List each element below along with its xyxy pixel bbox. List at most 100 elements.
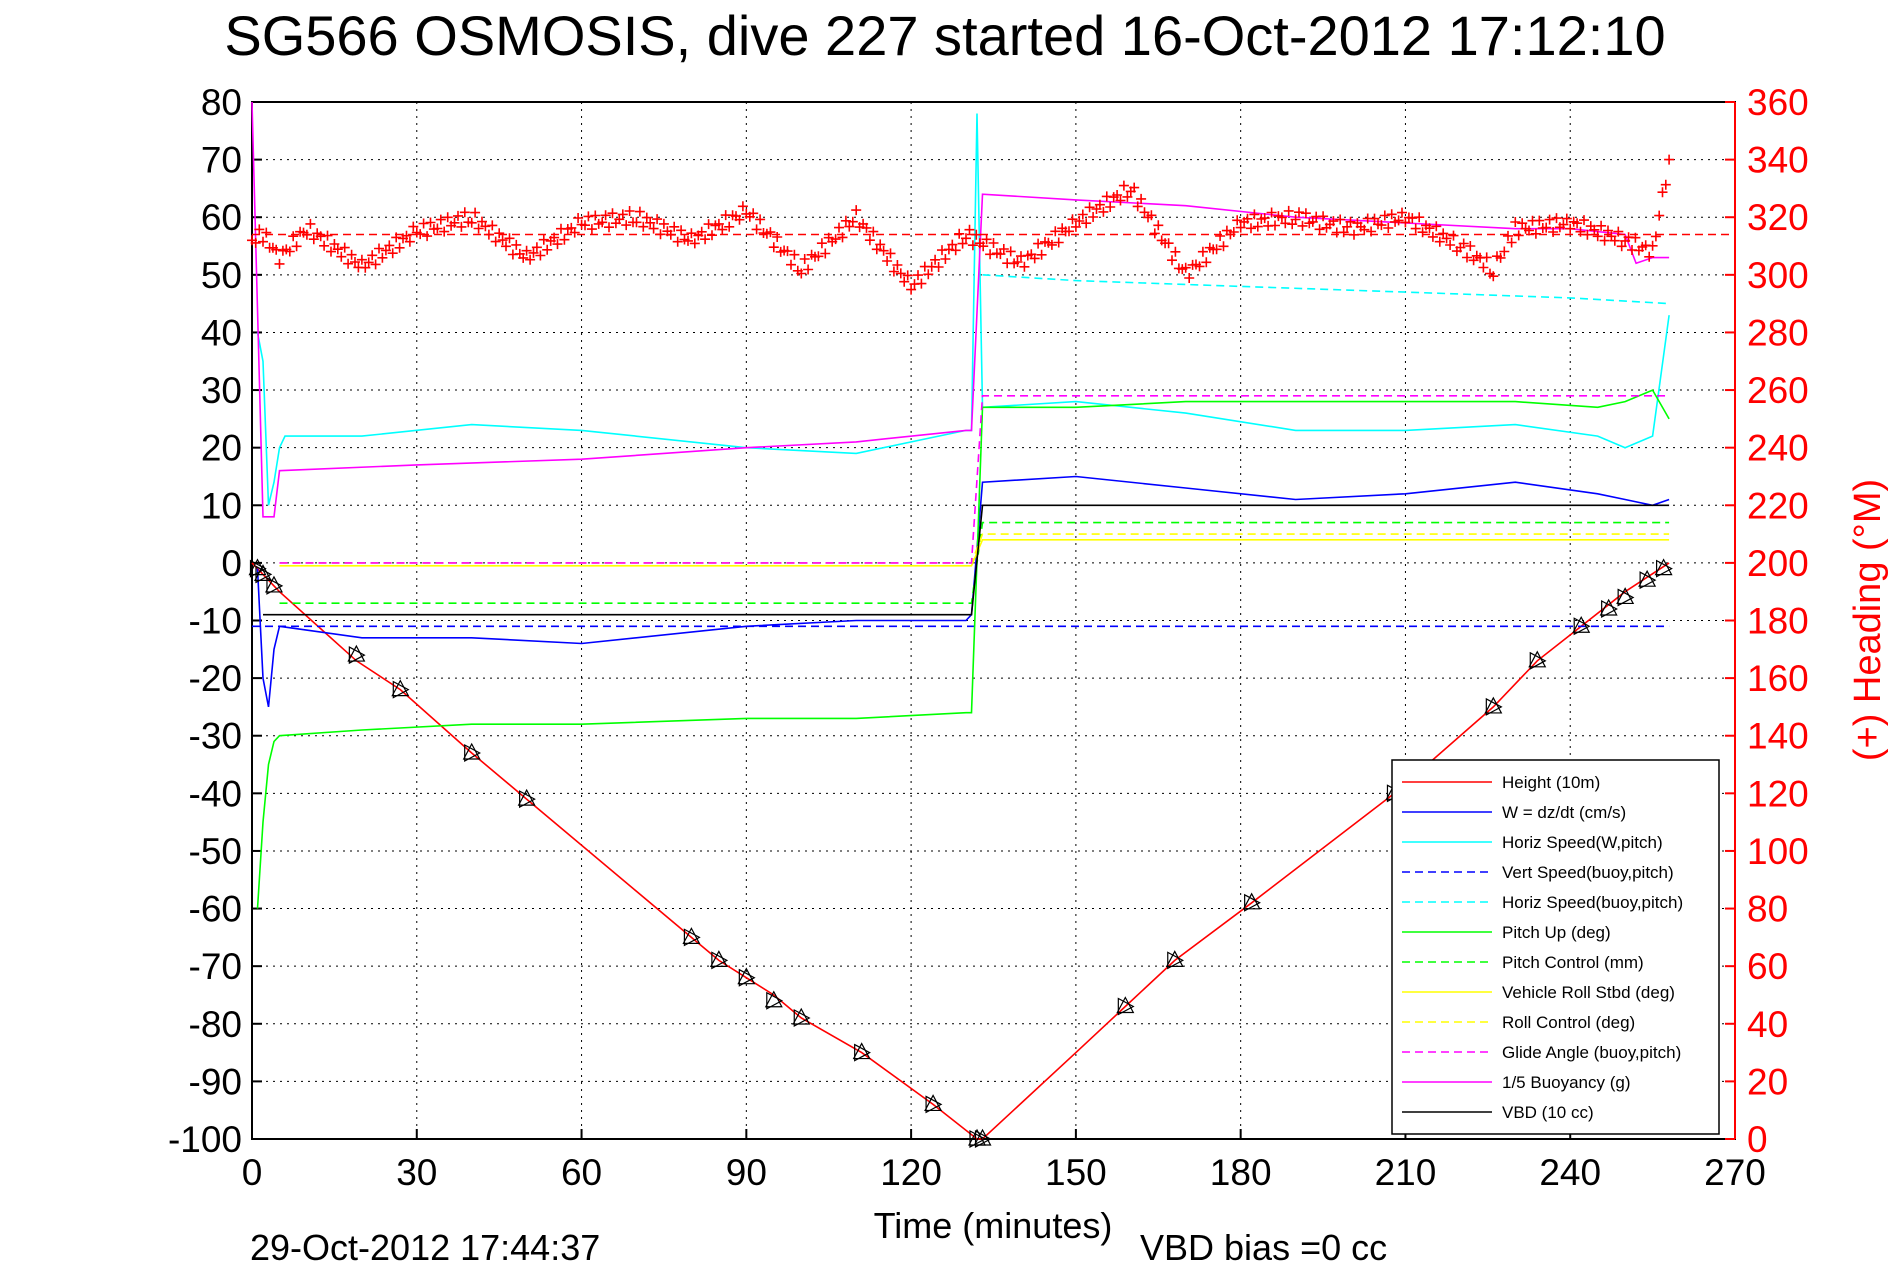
heading-point	[981, 234, 992, 245]
legend-label: Horiz Speed(buoy,pitch)	[1502, 893, 1683, 912]
heading-point	[549, 232, 560, 243]
heading-point	[271, 244, 282, 255]
heading-point	[456, 221, 467, 232]
heading-point	[1478, 262, 1489, 273]
heading-point	[1283, 205, 1294, 216]
heading-point	[439, 226, 450, 237]
heading-point	[1513, 230, 1524, 241]
heading-point	[1417, 227, 1428, 238]
y-tick-label: 60	[201, 197, 242, 238]
y-right-tick-label: 240	[1747, 428, 1809, 469]
heading-point	[1211, 244, 1222, 255]
y-axis-right: 3603403203002802602402202001801601401201…	[1725, 82, 1809, 1160]
marker-triangle-right	[266, 576, 284, 595]
y-tick-label: 40	[201, 312, 242, 353]
heading-point	[291, 241, 302, 252]
heading-point	[765, 227, 776, 238]
series-line-6	[279, 521, 1670, 605]
heading-point	[580, 220, 590, 231]
heading-point	[250, 237, 261, 248]
heading-point	[408, 221, 419, 232]
heading-point	[1465, 241, 1476, 251]
heading-point	[374, 243, 384, 254]
heading-point	[1122, 191, 1133, 202]
heading-point	[1297, 220, 1308, 231]
series-line-0	[251, 562, 1670, 1140]
series-line-7	[279, 538, 1670, 567]
heading-point	[1005, 246, 1016, 257]
y-right-tick-label: 320	[1747, 197, 1809, 238]
heading-point	[1647, 240, 1658, 251]
x-tick-label: 120	[880, 1152, 942, 1193]
marker-layer	[248, 558, 1673, 1148]
heading-point	[1170, 246, 1181, 257]
heading-point	[1266, 207, 1277, 218]
heading-point	[978, 241, 989, 252]
x-tick-label: 180	[1210, 1152, 1272, 1193]
heading-point	[384, 240, 395, 251]
heading-point	[1139, 207, 1150, 218]
heading-point	[1074, 216, 1085, 226]
marker-triangle-up	[682, 927, 701, 944]
heading-point	[796, 268, 807, 279]
heading-point	[583, 211, 594, 222]
heading-point	[254, 224, 265, 235]
heading-point	[597, 217, 608, 228]
heading-point	[888, 266, 899, 277]
y-right-tick-label: 120	[1747, 773, 1809, 814]
x-axis: 0 30 60 90 120 150 180 210 240 270	[242, 1129, 1766, 1193]
x-tick-label: 240	[1539, 1152, 1601, 1193]
heading-point	[840, 215, 851, 226]
heading-point	[669, 221, 680, 232]
heading-point	[813, 251, 824, 262]
heading-point	[1499, 246, 1510, 257]
series-line-4	[982, 274, 1670, 305]
heading-point	[1366, 226, 1377, 237]
heading-point	[885, 248, 896, 259]
heading-point	[1565, 223, 1576, 234]
heading-point	[913, 270, 923, 281]
heading-point	[638, 221, 649, 232]
heading-point	[1136, 193, 1147, 204]
marker-triangle-right	[1617, 588, 1635, 607]
y-right-tick-label: 220	[1747, 485, 1809, 526]
heading-point	[933, 262, 944, 272]
y-right-tick-label: 40	[1747, 1004, 1788, 1045]
heading-point	[497, 235, 508, 246]
footer-timestamp: 29-Oct-2012 17:44:37	[250, 1227, 600, 1262]
heading-point	[1215, 231, 1226, 241]
heading-point	[1118, 180, 1129, 191]
heading-point	[1146, 210, 1157, 221]
heading-point	[755, 214, 766, 225]
heading-point	[820, 248, 831, 259]
y-tick-label: -80	[189, 1004, 242, 1045]
heading-point	[971, 229, 982, 240]
heading-point	[511, 239, 522, 250]
heading-point	[892, 260, 903, 270]
heading-point	[418, 218, 429, 229]
y-tick-label: -20	[189, 658, 242, 699]
marker-triangle-up	[253, 564, 272, 582]
heading-point	[672, 236, 683, 247]
marker-triangle-right	[519, 790, 536, 809]
marker-triangle-right	[1655, 559, 1673, 578]
heading-point	[1153, 220, 1164, 231]
heading-point	[1424, 223, 1435, 234]
heading-point	[1441, 233, 1452, 244]
heading-point	[1094, 199, 1105, 210]
marker-triangle-up	[709, 950, 728, 968]
heading-point	[1050, 226, 1061, 237]
y-right-tick-label: 180	[1747, 601, 1809, 642]
heading-point	[1575, 226, 1586, 237]
heading-point	[586, 224, 597, 235]
marker-triangle-right	[255, 565, 273, 584]
marker-triangle-up	[852, 1042, 871, 1060]
heading-point	[1544, 214, 1555, 225]
marker-triangle-up	[1654, 558, 1673, 576]
y-tick-label: -40	[189, 773, 242, 814]
heading-point	[261, 227, 272, 238]
heading-point	[751, 224, 762, 235]
heading-point	[501, 241, 511, 252]
heading-point	[998, 244, 1009, 254]
heading-point	[1393, 215, 1404, 226]
